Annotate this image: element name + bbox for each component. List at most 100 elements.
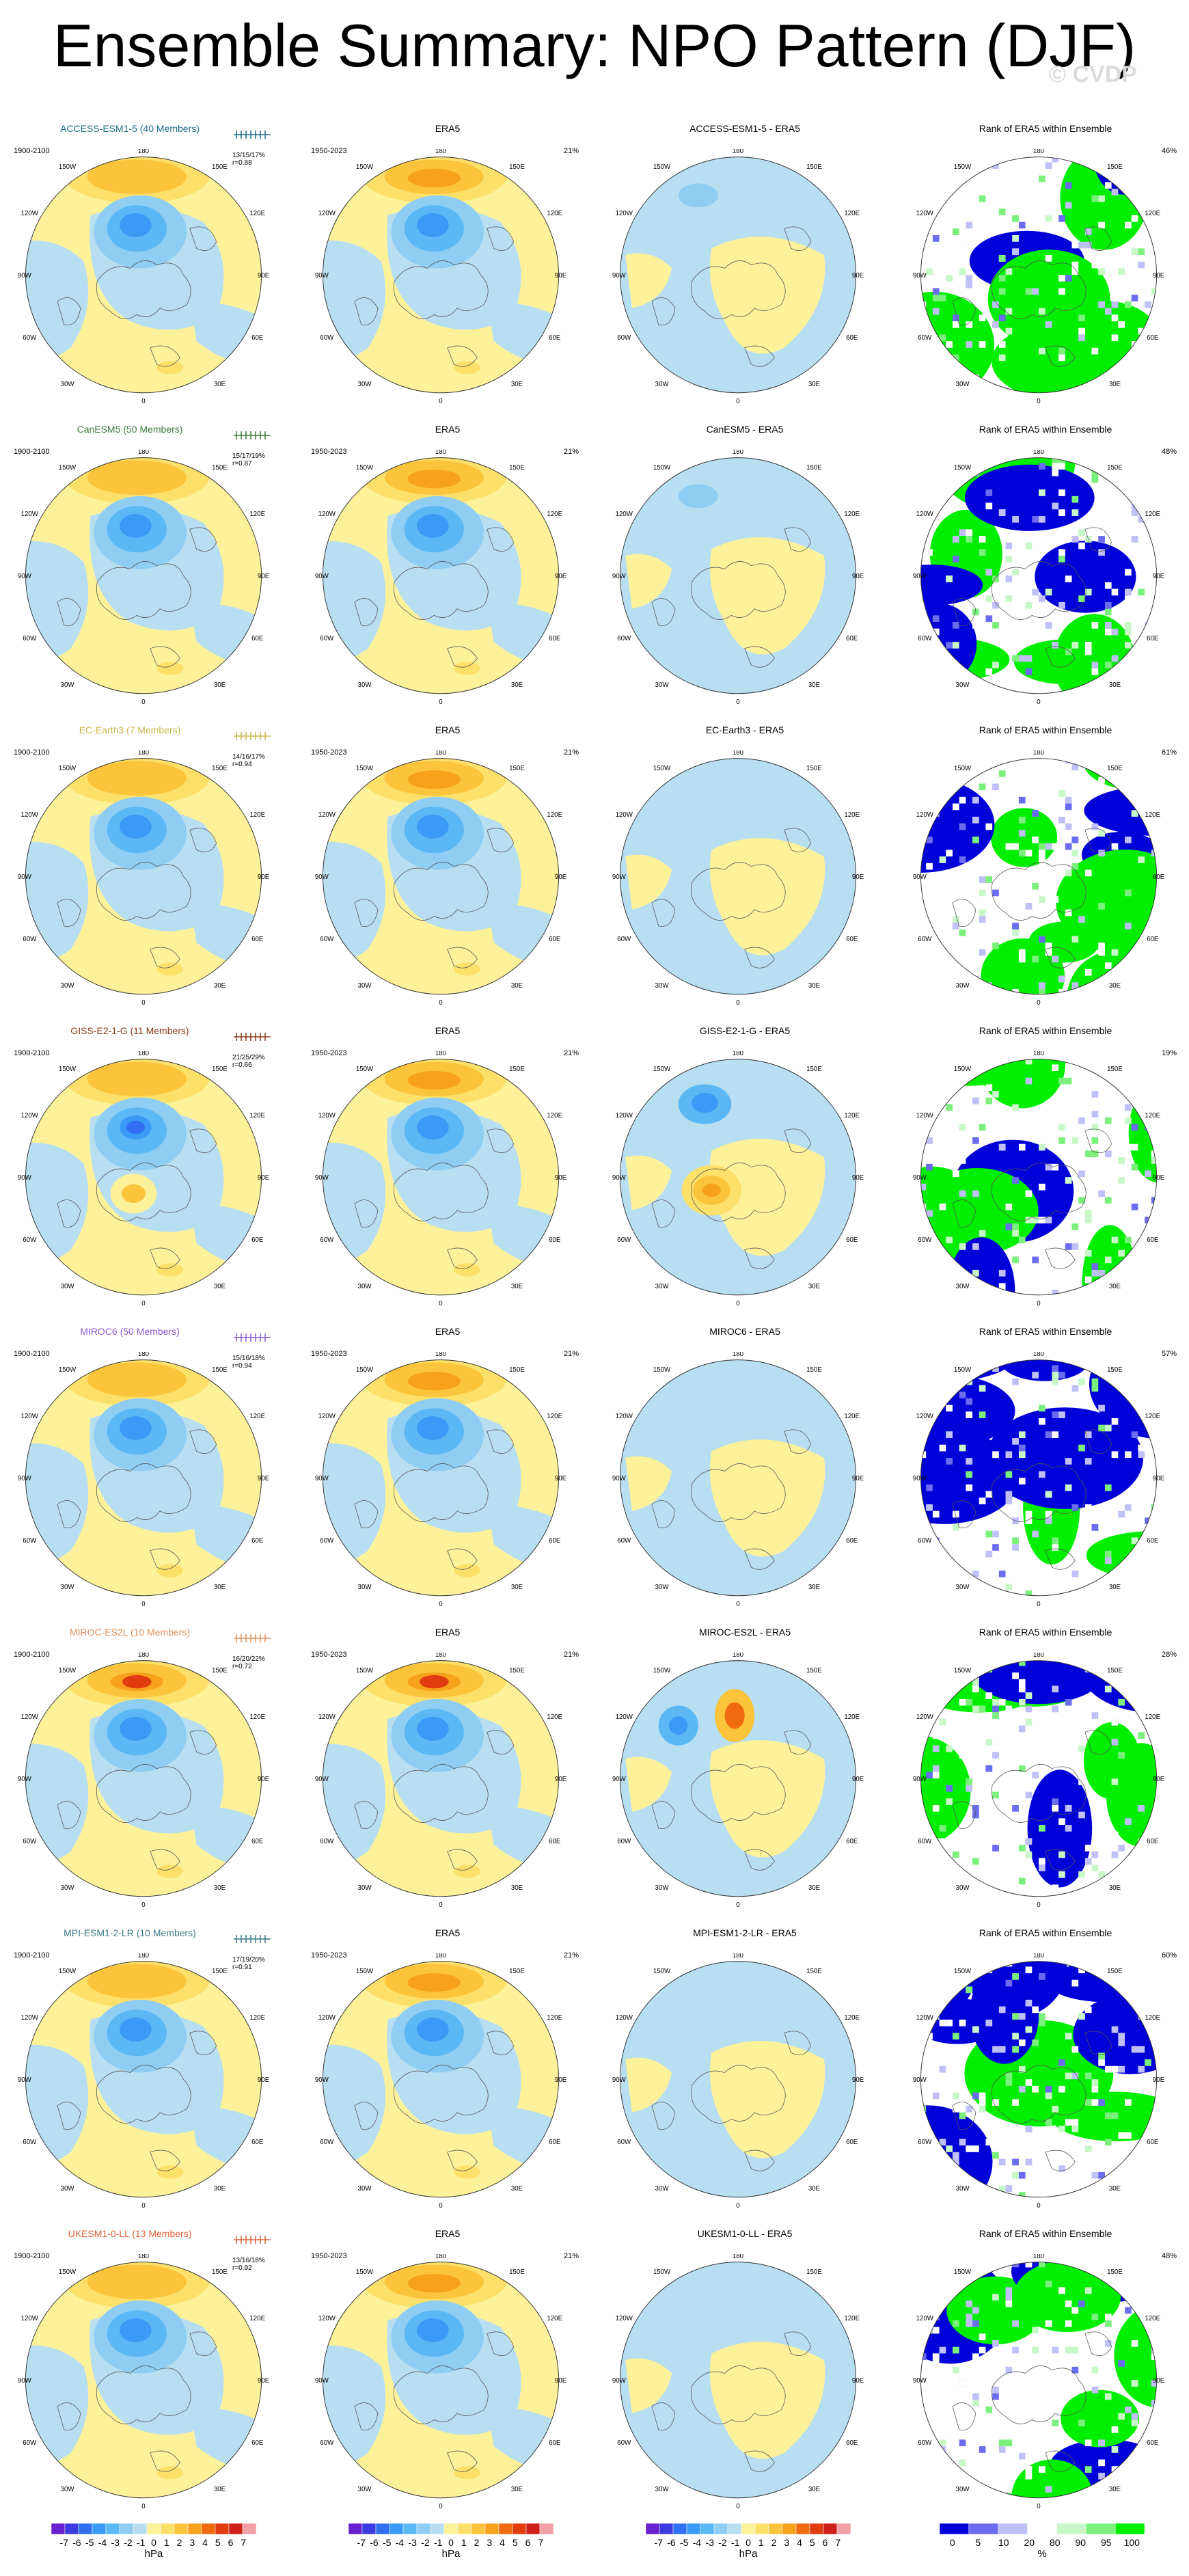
rank-cell [1151, 1858, 1157, 1865]
colorbar-swatch [78, 2523, 93, 2535]
rank-cell [1111, 2446, 1119, 2453]
rank-cell [979, 341, 986, 348]
lon-label-ul: 150W [653, 1366, 671, 1374]
rank-cell [920, 1890, 927, 1897]
lon-label-top: 180 [138, 1653, 150, 1659]
rank-cell [1125, 622, 1132, 629]
rank-cell [939, 354, 946, 362]
rank-cell [913, 843, 920, 850]
colorbar-ticks: 0 5 10 20 80 90 95 100 [940, 2537, 1145, 2548]
difference-panel: EC-Earth3 - ERA5 180 0 150W 150E 120W 120E 90W 9… [601, 724, 888, 1018]
rank-cell [1032, 2380, 1039, 2387]
map-boundary [322, 157, 560, 394]
lon-label-ul: 150W [653, 2268, 671, 2276]
lon-label-r3: 60E [846, 334, 858, 342]
lon-label-r2: 90E [555, 873, 567, 881]
lon-label-r1: 120E [1145, 1112, 1160, 1120]
rank-cell [1104, 1117, 1112, 1124]
rank-cell [1032, 1570, 1039, 1577]
rank-cell [1158, 883, 1164, 890]
colorbar-swatch [228, 2523, 243, 2535]
coastline [354, 226, 515, 367]
rank-cell [913, 1130, 920, 1137]
positive-region [625, 1155, 672, 1210]
rank-cell [1125, 2099, 1132, 2106]
rank-cell [972, 2267, 979, 2275]
rank-cell [1138, 2065, 1145, 2073]
rank-cell [1078, 595, 1085, 602]
lon-label-ur: 150E [806, 163, 822, 171]
rank-cell [1111, 334, 1119, 342]
positive-lobe [419, 1675, 449, 1689]
rank-cell [939, 2139, 946, 2146]
rank-cell [1058, 1077, 1065, 1085]
rank-cell [1131, 215, 1138, 222]
rank-cell [1091, 1263, 1099, 1270]
rank-cell [1138, 2013, 1145, 2020]
lon-label-r2: 90E [555, 272, 567, 280]
rank-cell [979, 2333, 986, 2341]
lon-label-l1: 120W [21, 1112, 39, 1120]
rank-cell [1091, 2085, 1099, 2093]
lon-label-l3: 60W [918, 1537, 932, 1545]
rank-cell [1151, 1398, 1157, 1405]
rank-cell [1071, 837, 1079, 843]
rank-cell [979, 2446, 986, 2453]
rank-cell [1058, 1818, 1065, 1826]
rank-cell [939, 483, 946, 490]
rank-cell [1032, 2446, 1039, 2453]
rank-cell [1012, 1111, 1019, 1117]
lon-label-lr: 30E [511, 381, 523, 388]
rank-cell [979, 387, 986, 393]
rank-cell [1145, 1979, 1151, 1987]
colorbar-swatch [348, 2523, 363, 2535]
model-panel: MIROC-ES2L (10 Members) 1900-2100 16/20/22… [7, 1627, 294, 1921]
rank-cell [1131, 1143, 1138, 1151]
rank-cell [1039, 1405, 1046, 1412]
panel-percent: 57% [1161, 1350, 1177, 1358]
lon-label-bottom: 0 [439, 999, 443, 1007]
rank-cell [939, 1825, 946, 1832]
rank-cell [979, 1411, 986, 1418]
rank-cell [1025, 1517, 1033, 1525]
rank-cell [1098, 2059, 1105, 2066]
lon-label-ur: 150E [212, 1968, 228, 1975]
colorbar-swatch [659, 2523, 674, 2535]
rank-cell [1039, 1217, 1046, 1224]
rank-cell [985, 1084, 993, 1092]
lon-label-bottom: 0 [439, 398, 443, 405]
rank-cell [1131, 248, 1138, 256]
rank-cell [1039, 1183, 1046, 1191]
rank-cell [952, 1510, 959, 1518]
lon-label-lr: 30E [511, 1283, 523, 1290]
coastline [57, 2031, 217, 2171]
rank-cell [1045, 843, 1052, 850]
lon-label-l3: 60W [918, 1838, 932, 1845]
rank-cell [932, 1966, 940, 1974]
era5-panel: ERA5 1950-2023 21% 180 0 150W 150E 120W 120E 90W 9… [304, 1627, 591, 1921]
rank-cell [1058, 463, 1065, 470]
colorbar: -7 -6 -5 -4 -3 -2 -1 0 1 2 3 4 5 6 7 hPa [51, 2522, 256, 2570]
lon-label-l3: 60W [320, 936, 334, 943]
lon-label-l1: 120W [916, 511, 934, 518]
rank-region [920, 1735, 971, 1846]
colorbar-swatch [498, 2523, 513, 2535]
rank-cell [1032, 1398, 1039, 1405]
lon-label-l3: 60W [23, 1236, 37, 1244]
lon-label-l1: 120W [616, 2014, 633, 2022]
panel-percent: 21% [563, 748, 579, 757]
colorbar-tick: -1 [434, 2537, 443, 2548]
rank-cell [1052, 1365, 1059, 1372]
lon-label-ur: 150E [1107, 1968, 1123, 1975]
rank-cell [1032, 608, 1039, 616]
negative-core [417, 514, 449, 538]
difference-panel: MPI-ESM1-2-LR - ERA5 180 0 150W 150E 120W 120E… [601, 1927, 888, 2221]
rank-cell [1071, 1979, 1079, 1987]
rank-cell [1065, 1484, 1072, 1491]
rank-cell [1012, 149, 1019, 156]
rank-cell [1018, 1478, 1026, 1484]
colorbar-tick: 95 [1100, 2537, 1112, 2548]
rank-cell [1078, 1197, 1085, 1204]
lon-label-r1: 120E [1145, 511, 1160, 518]
